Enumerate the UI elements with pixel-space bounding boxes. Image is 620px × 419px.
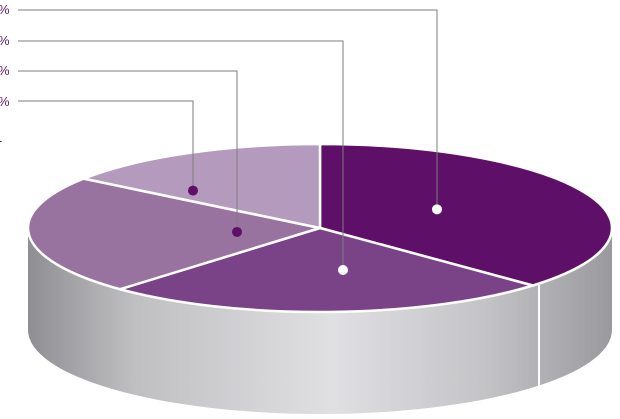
callout-label-1: % bbox=[0, 2, 10, 17]
slice-marker-1 bbox=[432, 204, 442, 215]
callout-lines bbox=[18, 9, 438, 270]
pie-slice-3 bbox=[26, 177, 322, 291]
callout-label-2: % bbox=[0, 33, 10, 48]
callout-label-4: % bbox=[0, 94, 10, 109]
pie-slice-1 bbox=[318, 142, 614, 287]
pie-slice-2 bbox=[118, 226, 535, 314]
pie-slice-4 bbox=[82, 142, 322, 230]
callout-line-3 bbox=[18, 70, 238, 232]
callout-line-2 bbox=[18, 40, 344, 270]
slice-marker-2 bbox=[338, 264, 348, 275]
pie-side bbox=[28, 228, 612, 414]
callout-label-5: - bbox=[0, 133, 2, 148]
callout-line-1 bbox=[18, 9, 438, 210]
pie-slices bbox=[26, 142, 614, 314]
slice-marker-3 bbox=[232, 226, 242, 237]
slice-markers bbox=[188, 185, 442, 275]
callout-line-4 bbox=[18, 100, 194, 191]
callout-label-3: % bbox=[0, 63, 10, 78]
slice-marker-4 bbox=[188, 185, 198, 196]
